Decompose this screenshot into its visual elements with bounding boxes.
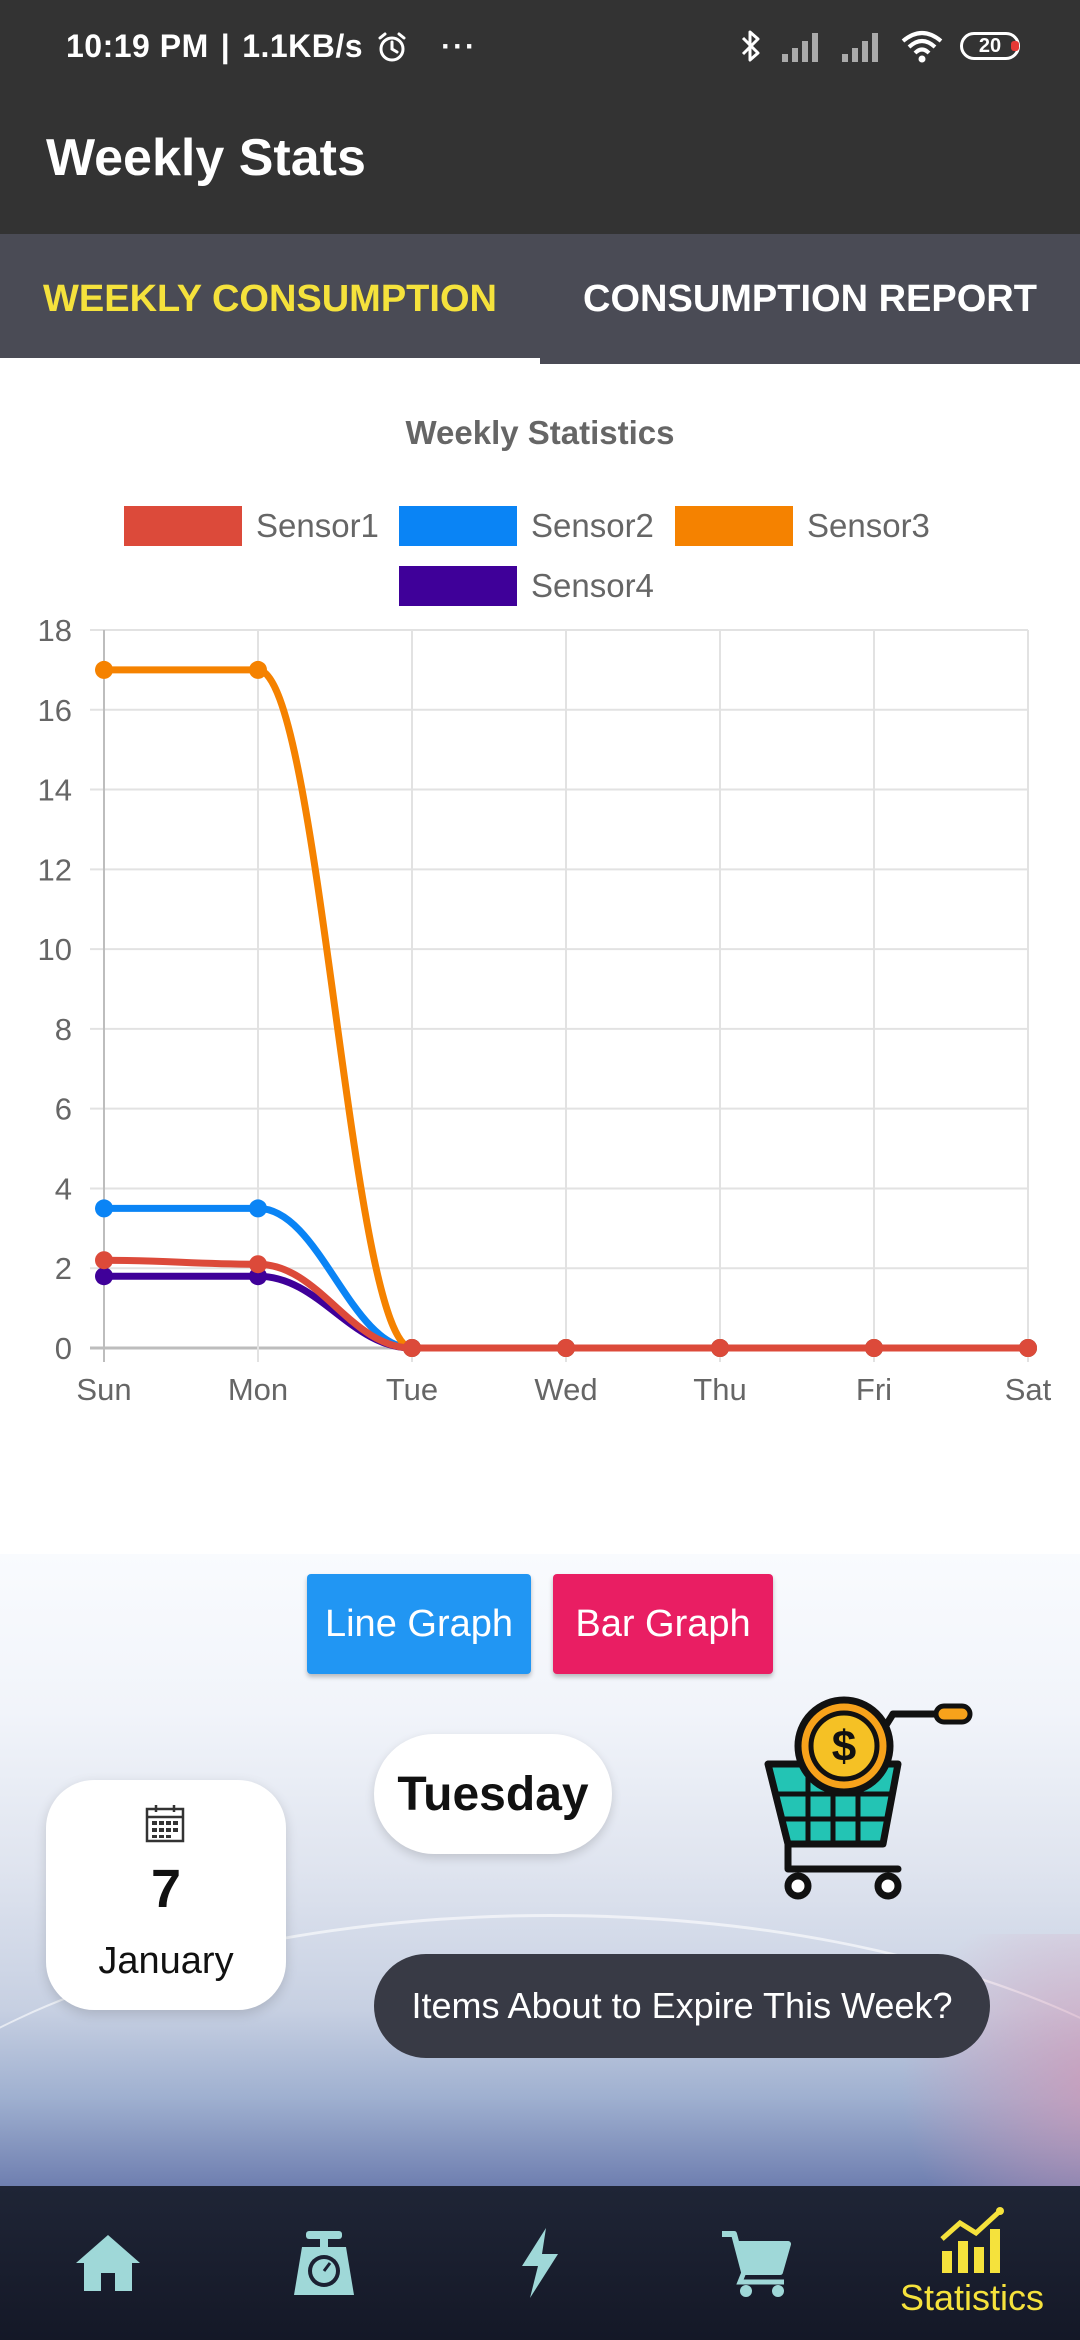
shopping-cart-dollar-icon[interactable]: $: [758, 1694, 978, 1914]
data-point-sensor1: [865, 1339, 883, 1357]
legend-item-sensor2[interactable]: Sensor2: [399, 506, 654, 546]
y-tick-label: 16: [38, 693, 72, 728]
legend-label: Sensor4: [531, 567, 654, 604]
page-title: Weekly Stats: [46, 129, 366, 187]
nav-cart[interactable]: [648, 2186, 864, 2340]
app-bar: Weekly Stats: [0, 98, 1080, 234]
y-tick-label: 2: [55, 1251, 72, 1286]
y-tick-label: 8: [55, 1012, 72, 1047]
legend-label: Sensor3: [807, 507, 930, 544]
battery-icon: 20: [960, 32, 1020, 60]
x-tick-label: Fri: [856, 1372, 892, 1407]
x-tick-label: Sat: [1005, 1372, 1052, 1407]
status-time: 10:19 PM: [66, 28, 209, 64]
more-notifications-icon: ···: [441, 29, 478, 63]
y-tick-label: 12: [38, 852, 72, 887]
signal-icon: [782, 33, 818, 62]
tab-consumption-report[interactable]: CONSUMPTION REPORT: [583, 277, 1037, 320]
legend-swatch: [399, 506, 517, 546]
y-tick-label: 0: [55, 1331, 72, 1366]
bar-graph-button[interactable]: Bar Graph: [553, 1574, 773, 1674]
cart-icon: [722, 2231, 791, 2297]
day-name-pill: Tuesday: [374, 1734, 612, 1854]
nav-statistics[interactable]: Statistics: [864, 2186, 1080, 2340]
status-bar: 10:19 PM | 1.1KB/s ··· 20: [0, 0, 1080, 98]
date-day-number: 7: [150, 1859, 182, 1919]
x-tick-label: Mon: [228, 1372, 288, 1407]
data-point-sensor1: [403, 1339, 421, 1357]
x-tick-label: Thu: [693, 1372, 746, 1407]
data-point-sensor1: [711, 1339, 729, 1357]
data-point-sensor2: [249, 1199, 267, 1218]
data-point-sensor1: [557, 1339, 575, 1357]
lower-panel: Line Graph Bar Graph Tuesday 7 January $: [0, 1554, 1080, 2186]
legend-item-sensor4[interactable]: Sensor4: [399, 566, 654, 606]
legend-swatch: [124, 506, 242, 546]
signal-icon: [842, 33, 878, 62]
nav-energy[interactable]: [432, 2186, 648, 2340]
nav-statistics-label: Statistics: [899, 2277, 1045, 2318]
home-icon: [76, 2235, 140, 2291]
bluetooth-icon: [741, 30, 760, 62]
legend-label: Sensor2: [531, 507, 654, 544]
x-tick-label: Tue: [386, 1372, 438, 1407]
nav-scale[interactable]: [216, 2186, 432, 2340]
statistics-icon: [940, 2207, 1004, 2273]
alarm-icon: [378, 32, 406, 61]
network-speed: 1.1KB/s: [242, 28, 364, 64]
scale-icon: [294, 2231, 354, 2295]
legend-swatch: [675, 506, 793, 546]
status-left: 10:19 PM | 1.1KB/s ···: [66, 28, 478, 64]
data-point-sensor1: [249, 1255, 267, 1274]
data-point-sensor3: [95, 660, 113, 679]
svg-text:$: $: [832, 1722, 856, 1771]
data-point-sensor3: [249, 660, 267, 679]
calendar-icon: [145, 1805, 185, 1843]
wifi-icon: [901, 31, 943, 63]
items-expire-button[interactable]: Items About to Expire This Week?: [374, 1954, 990, 2058]
legend-swatch: [399, 566, 517, 606]
bottom-navigation: Statistics: [0, 2186, 1080, 2340]
date-month: January: [98, 1940, 234, 1982]
data-point-sensor4: [95, 1267, 113, 1286]
y-tick-label: 18: [38, 613, 72, 648]
chart-title: Weekly Statistics: [405, 414, 675, 451]
x-tick-label: Wed: [534, 1372, 597, 1407]
legend-label: Sensor1: [256, 507, 379, 544]
legend-item-sensor1[interactable]: Sensor1: [124, 506, 379, 546]
line-chart: 0 2 4 6 8 10 12 14 16 18 Sun Mon Tue Wed Thu Fri Sat: [38, 613, 1052, 1407]
y-tick-label: 10: [38, 932, 72, 967]
x-tick-label: Sun: [76, 1372, 131, 1407]
status-right: 20: [738, 28, 1020, 64]
tab-bar: WEEKLY CONSUMPTION CONSUMPTION REPORT: [0, 234, 1080, 364]
legend-item-sensor3[interactable]: Sensor3: [675, 506, 930, 546]
data-point-sensor1: [95, 1251, 113, 1270]
line-graph-button[interactable]: Line Graph: [307, 1574, 531, 1674]
data-point-sensor2: [95, 1199, 113, 1218]
lightning-icon: [522, 2228, 558, 2298]
tab-weekly-consumption[interactable]: WEEKLY CONSUMPTION: [0, 234, 540, 364]
date-card: 7 January: [46, 1780, 286, 2010]
chart-area: Weekly Statistics Sensor1 Sensor2 Sensor…: [0, 364, 1080, 1554]
y-tick-label: 6: [55, 1092, 72, 1127]
nav-home[interactable]: [0, 2186, 216, 2340]
data-point-sensor1: [1019, 1339, 1037, 1357]
y-tick-label: 14: [38, 773, 72, 808]
y-tick-label: 4: [55, 1171, 72, 1206]
